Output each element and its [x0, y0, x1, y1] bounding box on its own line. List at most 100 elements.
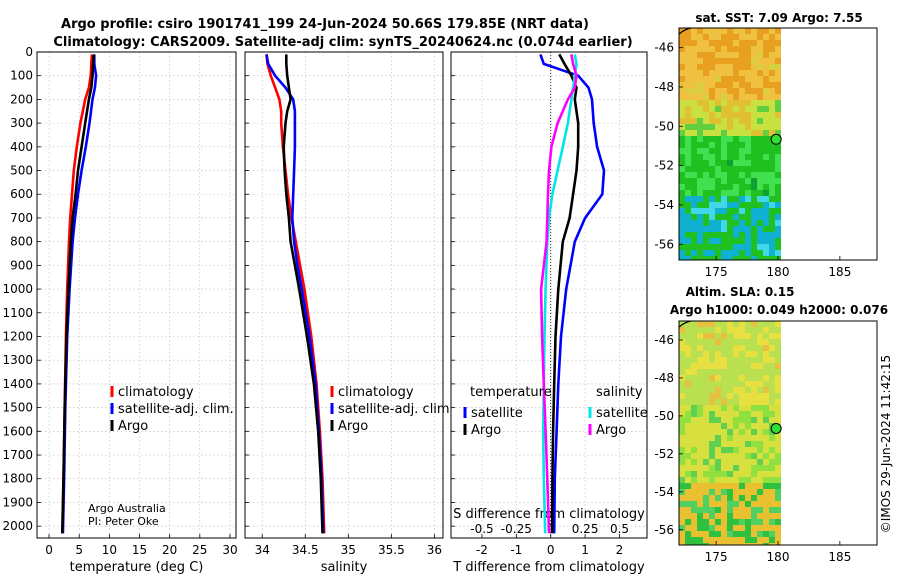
map-cell	[763, 333, 769, 339]
map-cell	[697, 160, 703, 166]
map-cell	[697, 28, 703, 34]
x-tick-label: 0	[547, 543, 555, 557]
map-cell	[727, 465, 733, 471]
map-cell	[757, 495, 763, 501]
map-cell	[715, 495, 721, 501]
map-cell	[745, 357, 751, 363]
map-cell	[739, 244, 745, 250]
map-cell	[751, 178, 757, 184]
map-cell	[739, 28, 745, 34]
map-cell	[685, 345, 691, 351]
map-cell	[739, 220, 745, 226]
map-cell	[703, 154, 709, 160]
map-cell	[715, 543, 721, 545]
map-cell	[697, 196, 703, 202]
map-cell	[703, 453, 709, 459]
map-cell	[709, 489, 715, 495]
map-cell	[733, 76, 739, 82]
map-cell	[733, 166, 739, 172]
map-cell	[769, 172, 775, 178]
map-cell	[685, 196, 691, 202]
map-cell	[697, 166, 703, 172]
map-cell	[685, 411, 691, 417]
map-cell	[721, 256, 727, 260]
series-line-satellite-adj.-clim.	[265, 54, 325, 534]
map-cell	[757, 238, 763, 244]
map-cell	[739, 178, 745, 184]
map-cell	[721, 375, 727, 381]
map-cell	[763, 363, 769, 369]
series-line-Argo	[282, 54, 324, 534]
map-cell	[715, 411, 721, 417]
map-cell	[733, 321, 739, 327]
map-cell	[679, 58, 685, 64]
map-cell	[763, 64, 769, 70]
map-cell	[721, 28, 727, 34]
map-cell	[691, 363, 697, 369]
map-cell	[721, 477, 727, 483]
map-cell	[679, 363, 685, 369]
map-cell	[721, 345, 727, 351]
map-cell	[745, 184, 751, 190]
map-cell	[703, 435, 709, 441]
map-cell	[685, 130, 691, 136]
map-cell	[709, 46, 715, 52]
map-cell	[739, 471, 745, 477]
map-cell	[703, 40, 709, 46]
map-cell	[685, 423, 691, 429]
map-cell	[757, 327, 763, 333]
map-cell	[697, 483, 703, 489]
map-cell	[745, 226, 751, 232]
map-cell	[691, 124, 697, 130]
map-cell	[679, 423, 685, 429]
map-cell	[715, 375, 721, 381]
map-cell	[691, 58, 697, 64]
map-cell	[715, 184, 721, 190]
map-cell	[697, 148, 703, 154]
map-cell	[775, 339, 781, 345]
map-cell	[745, 136, 751, 142]
map-cell	[745, 441, 751, 447]
map-cell	[769, 196, 775, 202]
map-cell	[715, 405, 721, 411]
map-cell	[685, 537, 691, 543]
map-cell	[739, 46, 745, 52]
map-cell	[769, 465, 775, 471]
map-cell	[769, 375, 775, 381]
map-cell	[715, 531, 721, 537]
map-cell	[757, 112, 763, 118]
map-cell	[745, 34, 751, 40]
map-cell	[763, 465, 769, 471]
map-cell	[709, 327, 715, 333]
map-cell	[697, 375, 703, 381]
depth-tick-label: 1800	[2, 472, 33, 486]
map-cell	[745, 411, 751, 417]
map-cell	[775, 441, 781, 447]
sst-map-title: sat. SST: 7.09 Argo: 7.55	[695, 11, 862, 25]
map-cell	[757, 351, 763, 357]
map-cell	[697, 513, 703, 519]
map-cell	[739, 82, 745, 88]
map-cell	[691, 459, 697, 465]
map-cell	[721, 184, 727, 190]
map-cell	[685, 495, 691, 501]
map-cell	[769, 166, 775, 172]
map-cell	[757, 232, 763, 238]
map-cell	[745, 423, 751, 429]
map-cell	[691, 477, 697, 483]
map-cell	[745, 387, 751, 393]
map-cell	[745, 435, 751, 441]
map-cell	[757, 363, 763, 369]
map-cell	[685, 477, 691, 483]
map-cell	[751, 435, 757, 441]
map-cell	[757, 435, 763, 441]
map-cell	[757, 154, 763, 160]
map-cell	[745, 250, 751, 256]
map-cell	[733, 369, 739, 375]
depth-tick-label: 500	[10, 164, 33, 178]
depth-tick-label: 1600	[2, 424, 33, 438]
map-cell	[727, 112, 733, 118]
map-cell	[769, 501, 775, 507]
map-cell	[775, 387, 781, 393]
x-tick-label: 2	[616, 543, 624, 557]
